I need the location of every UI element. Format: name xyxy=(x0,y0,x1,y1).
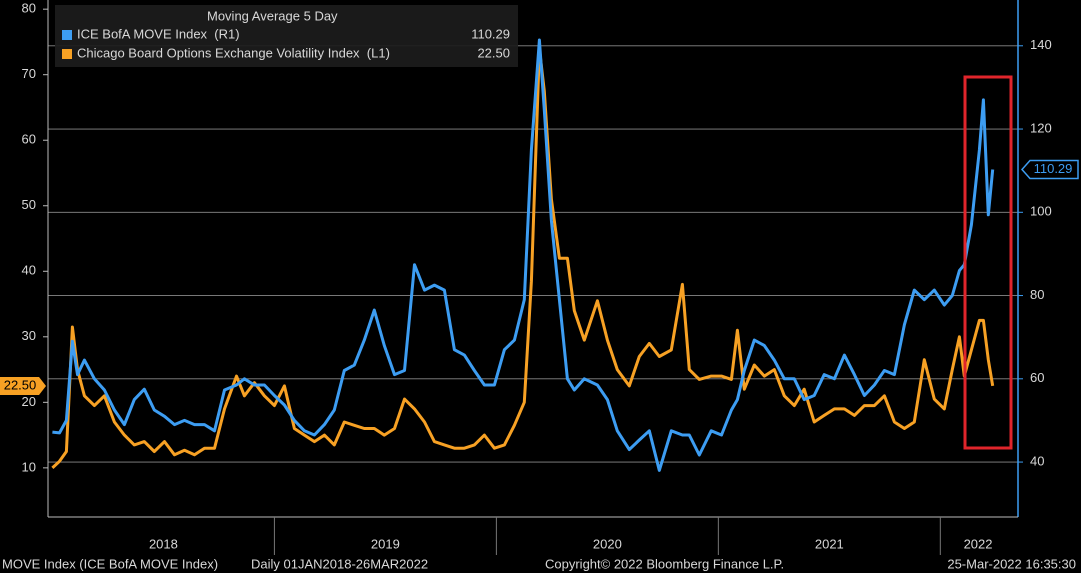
value-tag xyxy=(1020,159,1079,180)
y-tick-label: 40 xyxy=(22,263,36,278)
legend-value: 110.29 xyxy=(471,26,510,41)
y-tick-label: 70 xyxy=(22,66,36,81)
y2-tick-label: 120 xyxy=(1030,120,1052,135)
value-tag-label: 22.50 xyxy=(4,377,37,392)
legend-value: 22.50 xyxy=(477,45,510,60)
legend-box xyxy=(55,5,518,67)
series-line xyxy=(51,47,995,469)
x-tick-label: 2021 xyxy=(815,536,844,551)
y2-tick-label: 80 xyxy=(1030,287,1044,302)
x-tick-label: 2020 xyxy=(593,536,622,551)
y-tick-label: 50 xyxy=(22,197,36,212)
y-tick-label: 30 xyxy=(22,328,36,343)
legend-swatch xyxy=(62,30,72,40)
footer-copyright: Copyright© 2022 Bloomberg Finance L.P. xyxy=(545,556,784,571)
y-tick-label: 20 xyxy=(22,394,36,409)
x-tick-label: 2019 xyxy=(371,536,400,551)
y-tick-label: 60 xyxy=(22,132,36,147)
series-line xyxy=(52,38,995,472)
legend-swatch xyxy=(62,49,72,59)
ticks-layer: 10 20 30 40 50 60 70 80 40 60 80 100 120 140 2018 2019 2… xyxy=(0,1,1079,555)
y2-tick-label: 100 xyxy=(1030,204,1052,219)
y2-tick-label: 40 xyxy=(1030,453,1044,468)
x-tick-label: 2022 xyxy=(964,536,993,551)
x-tick-label: 2018 xyxy=(149,536,178,551)
footer-timestamp: 25-Mar-2022 16:35:30 xyxy=(947,556,1076,571)
legend-label: ICE BofA MOVE Index (R1) xyxy=(77,26,240,41)
footer-period: Daily 01JAN2018-26MAR2022 xyxy=(251,556,428,571)
value-tag-label: 110.29 xyxy=(1034,161,1073,176)
legend-title: Moving Average 5 Day xyxy=(207,8,338,23)
y2-tick-label: 140 xyxy=(1030,37,1052,52)
legend: Moving Average 5 Day ICE BofA MOVE Index… xyxy=(55,5,518,67)
y-tick-label: 80 xyxy=(22,1,36,16)
y2-tick-label: 60 xyxy=(1030,370,1044,385)
footer-source: MOVE Index (ICE BofA MOVE Index) xyxy=(2,556,218,571)
value-tag xyxy=(0,376,46,395)
legend-label: Chicago Board Options Exchange Volatilit… xyxy=(77,45,390,60)
y-tick-label: 10 xyxy=(22,459,36,474)
highlight-box xyxy=(963,75,1013,450)
lines-layer xyxy=(51,38,995,472)
